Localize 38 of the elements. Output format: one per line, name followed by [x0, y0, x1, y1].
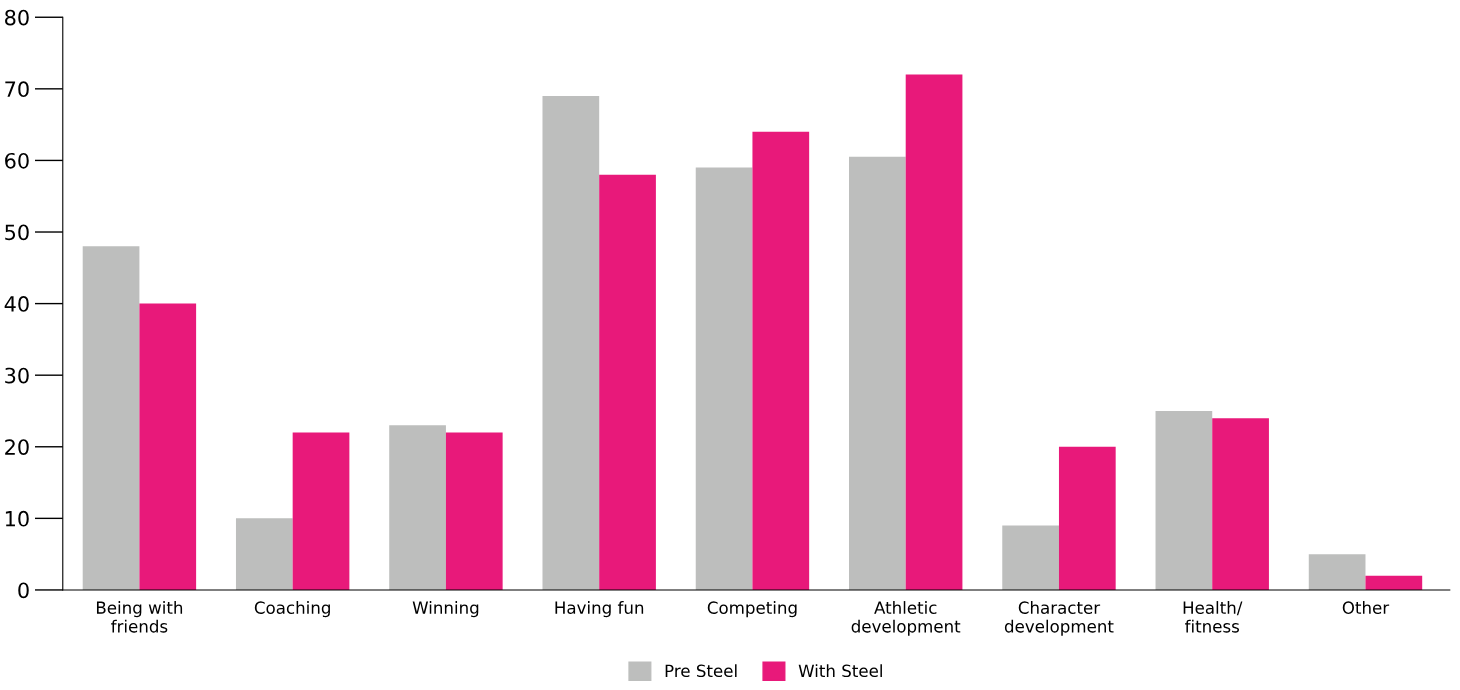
x-tick-label: Health/ fitness [1183, 601, 1243, 633]
legend-label: With Steel [798, 664, 882, 678]
bar [389, 425, 446, 590]
y-tick-label: 50 [5, 224, 29, 241]
x-tick-label: Athletic development [851, 601, 961, 636]
bar [849, 156, 906, 590]
bar [139, 303, 197, 590]
x-tick-label: Being with friends [96, 601, 183, 633]
y-tick-label: 70 [5, 81, 29, 98]
y-tick-label: 30 [5, 367, 29, 384]
y-tick-label: 0 [18, 582, 29, 599]
y-tick-label: 20 [5, 439, 29, 455]
legend-label: Pre Steel [665, 664, 737, 678]
y-tick-label: 40 [4, 296, 29, 312]
x-tick-label: Having fun [555, 601, 644, 618]
bar [1308, 554, 1366, 590]
bar [752, 131, 810, 590]
bar [905, 74, 963, 590]
bar [1365, 575, 1423, 590]
y-tick-label: 60 [5, 152, 29, 169]
bar [1058, 446, 1116, 590]
bar [1002, 525, 1059, 590]
y-tick-label: 10 [5, 510, 29, 527]
bar [292, 432, 350, 590]
x-tick-label: Character development [1004, 601, 1114, 636]
x-tick-label: Coaching [254, 601, 330, 618]
bar [542, 96, 600, 590]
bar [82, 246, 140, 590]
x-tick-label: Winning [412, 601, 479, 618]
x-tick-label: Competing [707, 601, 797, 618]
bar [1155, 410, 1213, 590]
bar [695, 167, 753, 590]
bar [235, 518, 293, 590]
bar [445, 432, 503, 590]
bar [1212, 418, 1269, 590]
y-tick-label: 80 [5, 9, 29, 26]
x-tick-label: Other [1342, 601, 1390, 614]
bar [599, 174, 656, 590]
